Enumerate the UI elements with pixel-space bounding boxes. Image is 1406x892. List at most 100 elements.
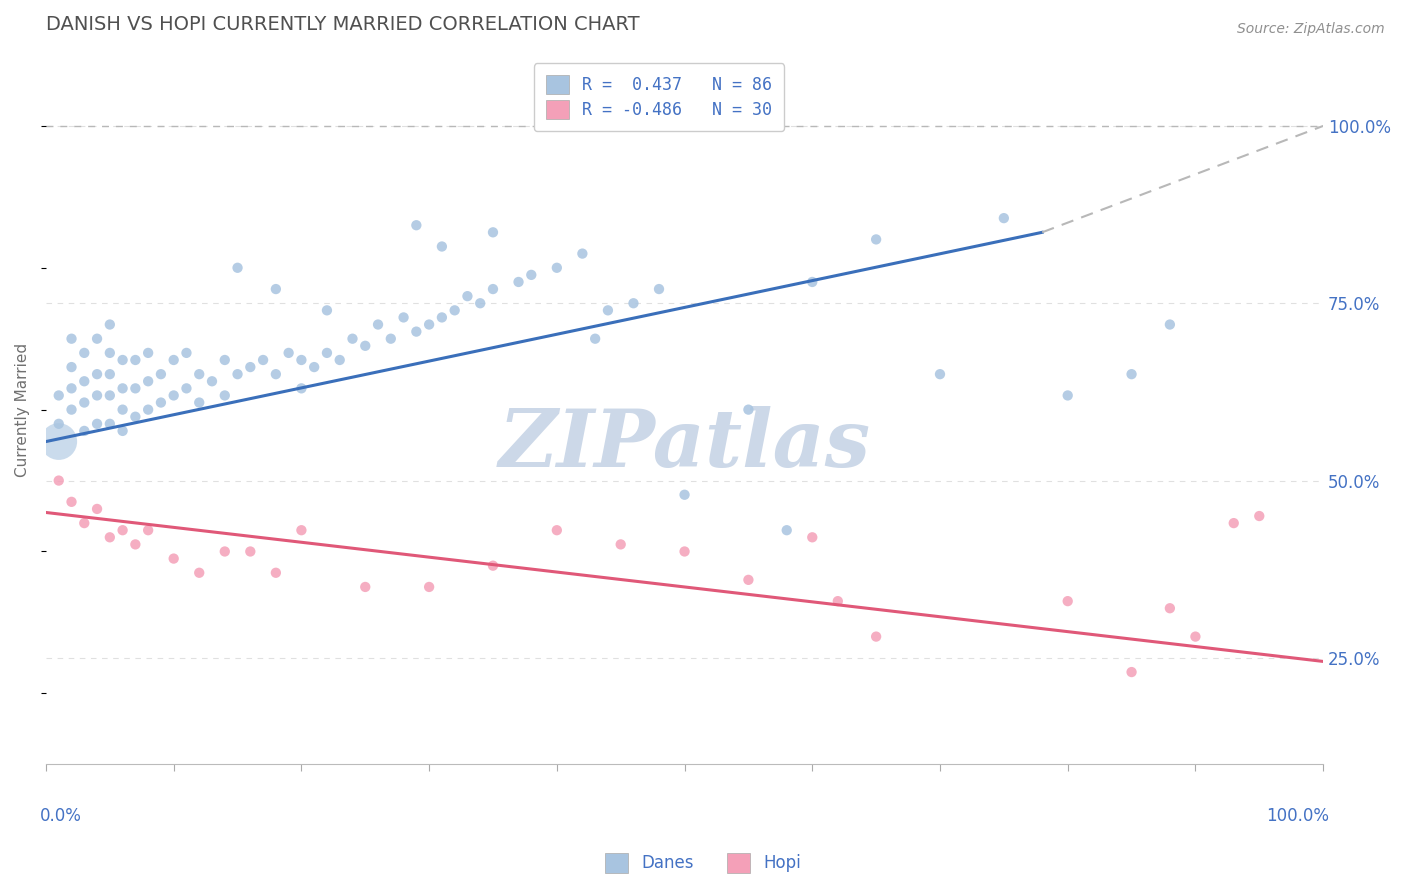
- Point: [737, 573, 759, 587]
- Point: [520, 268, 543, 282]
- Point: [482, 558, 505, 573]
- Point: [98, 318, 121, 332]
- Text: Source: ZipAtlas.com: Source: ZipAtlas.com: [1237, 22, 1385, 37]
- Text: ZIPatlas: ZIPatlas: [499, 407, 870, 483]
- Point: [98, 346, 121, 360]
- Point: [163, 388, 186, 402]
- Point: [316, 303, 339, 318]
- Point: [124, 537, 146, 551]
- Point: [583, 332, 606, 346]
- Point: [48, 474, 70, 488]
- Point: [226, 260, 249, 275]
- Point: [571, 246, 593, 260]
- Point: [648, 282, 671, 296]
- Point: [827, 594, 849, 608]
- Point: [316, 346, 339, 360]
- Point: [329, 353, 352, 368]
- Point: [1121, 367, 1143, 381]
- Point: [226, 367, 249, 381]
- Point: [111, 523, 134, 537]
- Point: [73, 346, 96, 360]
- Point: [1249, 509, 1271, 524]
- Point: [865, 630, 887, 644]
- Point: [482, 225, 505, 239]
- Point: [1184, 630, 1206, 644]
- Point: [188, 395, 211, 409]
- Point: [354, 339, 377, 353]
- Point: [73, 516, 96, 530]
- Point: [470, 296, 492, 310]
- Point: [290, 353, 312, 368]
- Point: [302, 360, 325, 375]
- Legend: Danes, Hopi: Danes, Hopi: [598, 847, 808, 880]
- Point: [86, 332, 108, 346]
- Point: [623, 296, 645, 310]
- Point: [176, 346, 198, 360]
- Text: 100.0%: 100.0%: [1267, 807, 1330, 825]
- Point: [86, 502, 108, 516]
- Point: [124, 381, 146, 395]
- Point: [1121, 665, 1143, 679]
- Point: [546, 523, 568, 537]
- Point: [201, 374, 224, 388]
- Point: [430, 239, 453, 253]
- Point: [673, 488, 696, 502]
- Point: [48, 417, 70, 431]
- Point: [136, 346, 159, 360]
- Point: [508, 275, 530, 289]
- Point: [124, 353, 146, 368]
- Point: [993, 211, 1015, 226]
- Point: [188, 566, 211, 580]
- Point: [98, 367, 121, 381]
- Point: [1159, 318, 1181, 332]
- Point: [239, 544, 262, 558]
- Point: [673, 544, 696, 558]
- Point: [214, 544, 236, 558]
- Y-axis label: Currently Married: Currently Married: [15, 343, 30, 476]
- Point: [73, 424, 96, 438]
- Point: [430, 310, 453, 325]
- Point: [149, 395, 172, 409]
- Point: [86, 388, 108, 402]
- Point: [1222, 516, 1244, 530]
- Point: [111, 402, 134, 417]
- Point: [418, 580, 440, 594]
- Point: [405, 218, 427, 232]
- Point: [264, 367, 287, 381]
- Point: [443, 303, 465, 318]
- Point: [176, 381, 198, 395]
- Point: [380, 332, 402, 346]
- Point: [737, 402, 759, 417]
- Point: [277, 346, 299, 360]
- Point: [1056, 594, 1078, 608]
- Point: [60, 402, 83, 417]
- Point: [252, 353, 274, 368]
- Point: [596, 303, 619, 318]
- Point: [214, 388, 236, 402]
- Point: [60, 360, 83, 375]
- Point: [98, 388, 121, 402]
- Point: [60, 381, 83, 395]
- Point: [86, 417, 108, 431]
- Point: [264, 566, 287, 580]
- Point: [392, 310, 415, 325]
- Point: [73, 374, 96, 388]
- Point: [482, 282, 505, 296]
- Point: [98, 417, 121, 431]
- Legend: R =  0.437   N = 86, R = -0.486   N = 30: R = 0.437 N = 86, R = -0.486 N = 30: [534, 63, 785, 131]
- Point: [264, 282, 287, 296]
- Point: [188, 367, 211, 381]
- Point: [111, 353, 134, 368]
- Point: [136, 374, 159, 388]
- Point: [929, 367, 952, 381]
- Point: [418, 318, 440, 332]
- Point: [801, 530, 824, 544]
- Point: [163, 353, 186, 368]
- Point: [60, 495, 83, 509]
- Text: 0.0%: 0.0%: [39, 807, 82, 825]
- Point: [801, 275, 824, 289]
- Point: [1159, 601, 1181, 615]
- Point: [290, 381, 312, 395]
- Point: [214, 353, 236, 368]
- Text: DANISH VS HOPI CURRENTLY MARRIED CORRELATION CHART: DANISH VS HOPI CURRENTLY MARRIED CORRELA…: [46, 15, 640, 34]
